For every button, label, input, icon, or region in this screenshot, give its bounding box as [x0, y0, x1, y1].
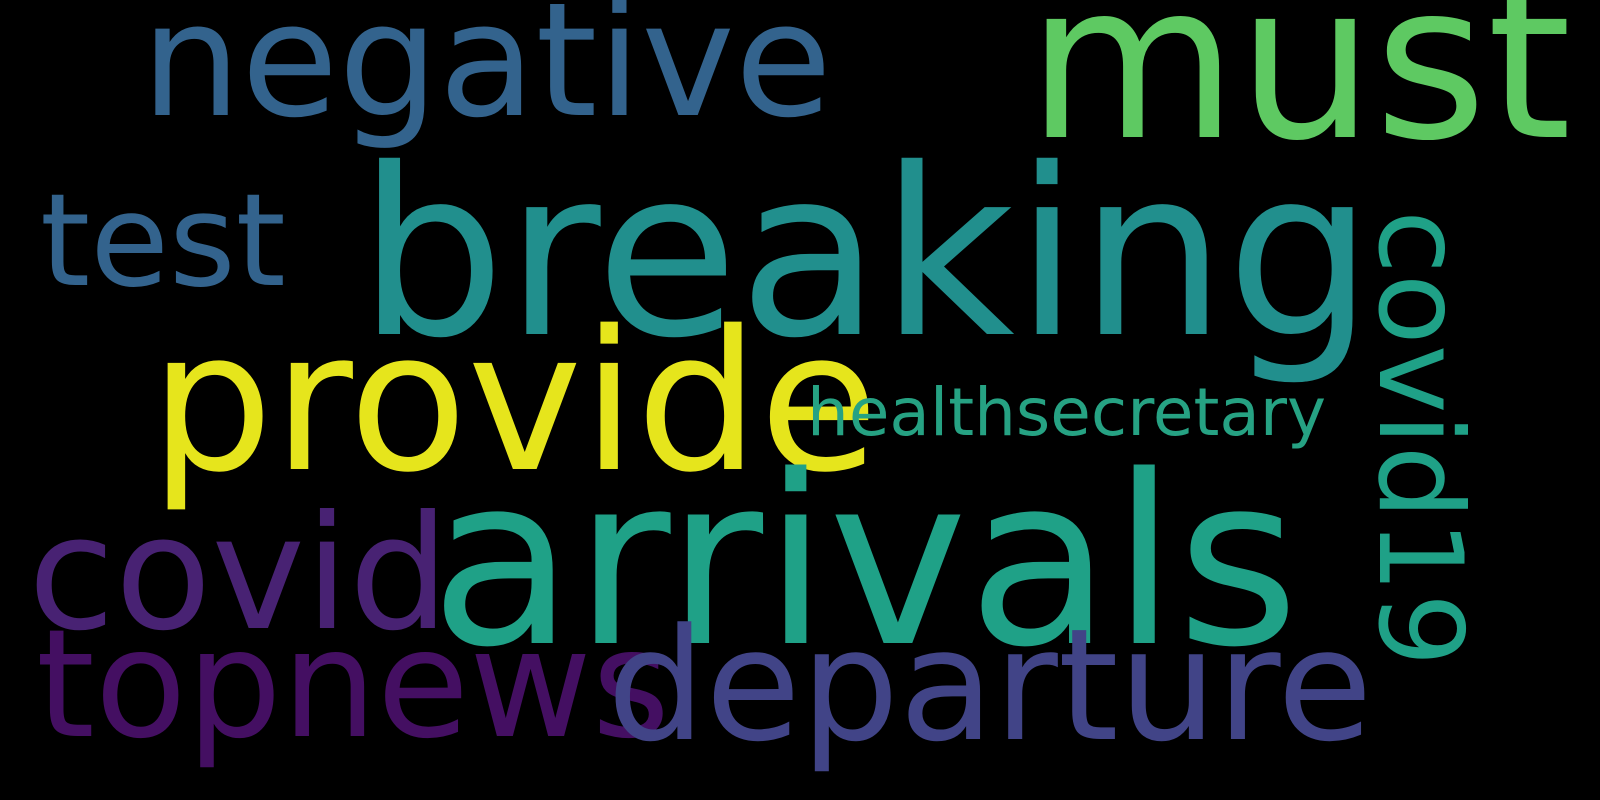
word-healthsecretary: healthsecretary: [807, 374, 1327, 451]
word-topnews: topnews: [36, 598, 670, 772]
word-test: test: [40, 167, 286, 316]
word-covid: covid: [28, 482, 450, 666]
word-arrivals: arrivals: [430, 426, 1300, 699]
word-provide: provide: [150, 289, 879, 515]
word-departure: departure: [607, 595, 1373, 776]
word-breaking: breaking: [358, 119, 1374, 389]
word-must: must: [1027, 0, 1572, 188]
word-negative: negative: [141, 0, 833, 153]
word-covid19: covid19: [1352, 210, 1487, 667]
